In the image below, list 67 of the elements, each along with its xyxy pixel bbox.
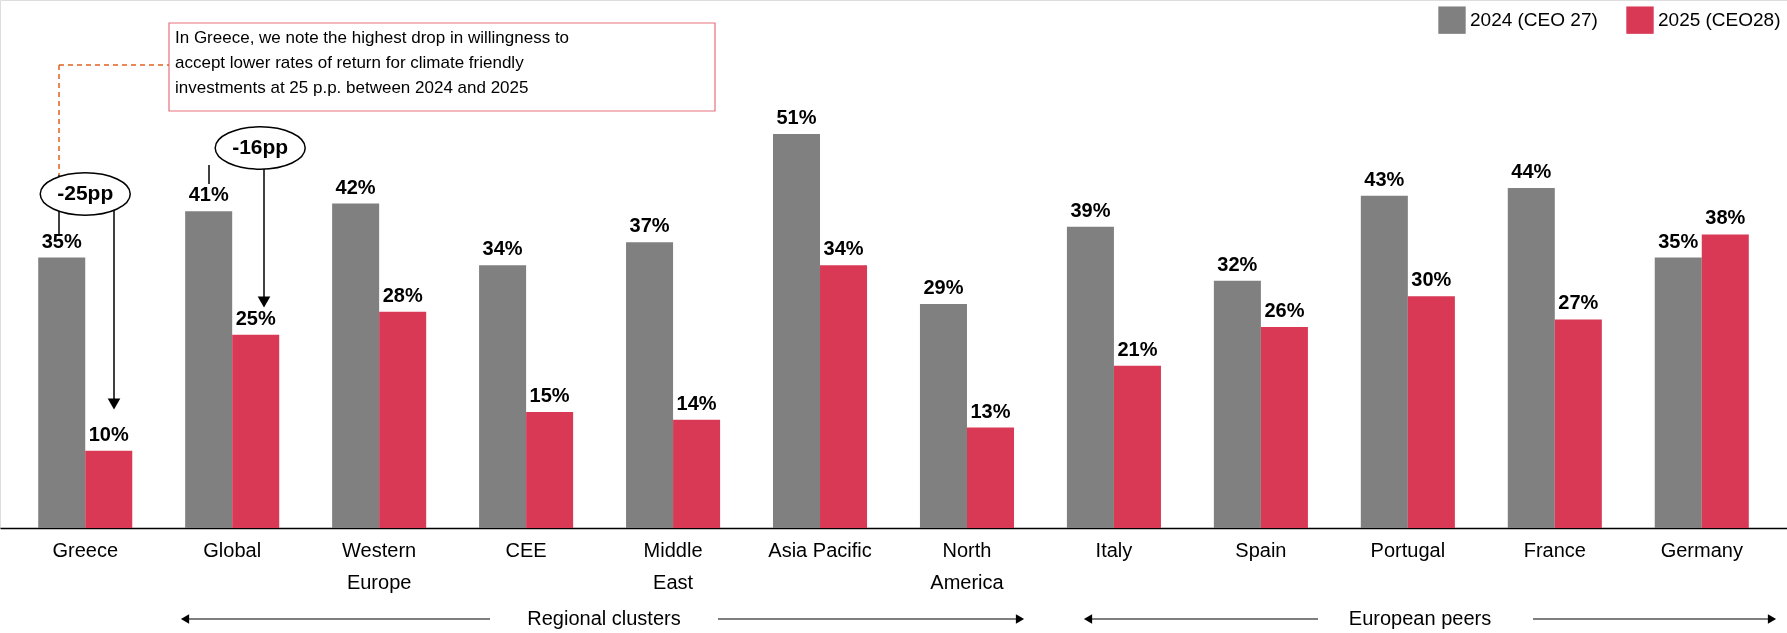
- data-label: 13%: [970, 399, 1011, 422]
- data-label: 34%: [823, 237, 864, 260]
- data-label: 34%: [482, 237, 523, 260]
- x-tick-label: Middle East: [643, 538, 703, 593]
- legend-label: 2024 (CEO 27): [1470, 9, 1598, 31]
- x-tick-label: Spain: [1235, 538, 1287, 561]
- bar: [1360, 195, 1408, 528]
- data-label: 28%: [382, 283, 423, 306]
- bar: [1260, 327, 1308, 528]
- bar: [232, 334, 280, 528]
- x-tick-label: Global: [203, 538, 262, 561]
- bar: [1066, 226, 1114, 528]
- bar: [1407, 296, 1455, 528]
- data-label: 30%: [1411, 268, 1452, 291]
- bar: [1654, 257, 1702, 528]
- data-label: 10%: [88, 422, 129, 445]
- x-tick-label: Portugal: [1370, 538, 1446, 561]
- data-label: 32%: [1217, 252, 1258, 275]
- data-label: 15%: [529, 384, 570, 407]
- data-label: 43%: [1364, 167, 1405, 190]
- x-tick-label: Asia Pacific: [768, 538, 872, 561]
- data-label: 26%: [1264, 299, 1305, 322]
- bar: [185, 211, 233, 528]
- x-tick-label: Italy: [1095, 538, 1133, 561]
- bar: [673, 419, 721, 528]
- bar: [1113, 365, 1161, 528]
- annotation: -25pp: [57, 181, 114, 204]
- data-label: 51%: [776, 105, 817, 128]
- data-label: 41%: [188, 183, 229, 206]
- text: European peers: [1348, 607, 1492, 629]
- text: Regional clusters: [527, 607, 681, 629]
- data-label: 35%: [1658, 229, 1699, 252]
- data-label: 27%: [1558, 291, 1599, 314]
- bar: [379, 311, 427, 528]
- bar: [1507, 188, 1555, 528]
- bar: [966, 427, 1014, 528]
- bar: [1701, 234, 1749, 528]
- x-tick-label: CEE: [505, 538, 547, 561]
- x-tick-label: Greece: [52, 538, 119, 561]
- annotation: -16pp: [232, 135, 289, 158]
- bar: [626, 242, 674, 528]
- data-label: 44%: [1511, 160, 1552, 183]
- bar: [919, 303, 967, 528]
- bar: [820, 265, 868, 528]
- data-label: 42%: [335, 175, 376, 198]
- x-tick-label: Germany: [1660, 538, 1743, 561]
- x-tick-label: Western Europe: [342, 538, 417, 593]
- bar: [773, 133, 821, 528]
- bar: [1213, 280, 1261, 528]
- data-label: 21%: [1117, 337, 1158, 360]
- bar: [85, 450, 133, 528]
- data-label: 25%: [235, 306, 276, 329]
- x-tick-label: France: [1523, 538, 1586, 561]
- data-label: 35%: [41, 229, 82, 252]
- data-label: 38%: [1705, 206, 1746, 229]
- bar: [332, 203, 380, 528]
- data-label: 37%: [629, 214, 670, 237]
- data-label: 14%: [676, 391, 717, 414]
- text: In Greece, we note the highest drop in willingness to accept lower rates of return for climate friendly investments at 25 p.p. between 2024 and 2025: [175, 28, 570, 97]
- data-label: 39%: [1070, 198, 1111, 221]
- data-label: 29%: [923, 275, 964, 298]
- legend-label: 2025 (CEO28): [1658, 9, 1781, 31]
- bar: [1554, 319, 1602, 528]
- bar: [38, 257, 86, 528]
- bar: [526, 412, 574, 528]
- bar: [479, 265, 527, 528]
- x-tick-label: North America: [930, 538, 1005, 593]
